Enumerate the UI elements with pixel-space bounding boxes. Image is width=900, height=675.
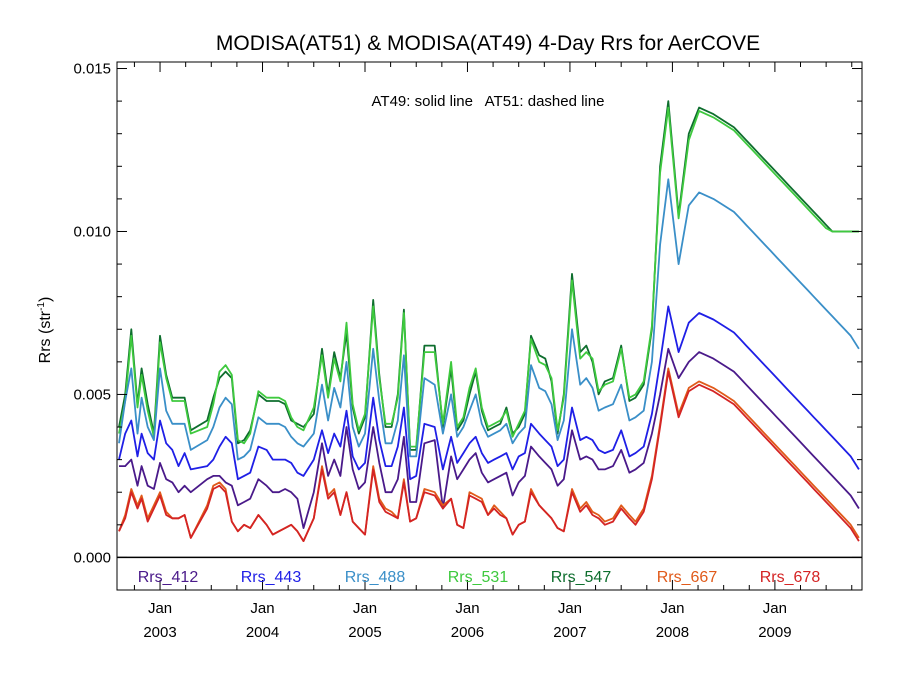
- y-axis-label-text: Rrs (str: [37, 310, 54, 363]
- series-layer: [118, 100, 860, 542]
- legend-label-rrs-678: Rrs_678: [760, 569, 821, 586]
- x-tick-month-label: Jan: [763, 600, 787, 617]
- x-tick-month-label: Jan: [353, 600, 377, 617]
- y-tick-label: 0.005: [73, 386, 111, 403]
- y-axis-label-end: ): [37, 297, 54, 302]
- x-tick-month-label: Jan: [558, 600, 582, 617]
- y-tick-label: 0.015: [73, 61, 111, 78]
- plot-area: [116, 61, 863, 591]
- line-style-annotation: AT49: solid line AT51: dashed line: [372, 93, 605, 110]
- legend-label-rrs-667: Rrs_667: [657, 569, 718, 586]
- x-tick-year-label: 2008: [656, 624, 689, 641]
- x-tick-month-label: Jan: [660, 600, 684, 617]
- legend: Rrs_412 Rrs_443 Rrs_488 Rrs_531 Rrs_547 Rrs_6…: [138, 569, 821, 586]
- y-axis-label: Rrs (str-1): [36, 297, 54, 364]
- legend-label-rrs-412: Rrs_412: [138, 569, 199, 586]
- y-tick-label: 0.010: [73, 223, 111, 240]
- x-tick-year-label: 2007: [553, 624, 586, 641]
- x-tick-month-label: Jan: [148, 600, 172, 617]
- x-tick-year-label: 2005: [348, 624, 381, 641]
- plot-frame: [116, 61, 863, 591]
- series-line-rrs-547: [118, 100, 859, 451]
- y-axis-label-superscript: -1: [36, 302, 47, 311]
- x-tick-month-label: Jan: [455, 600, 479, 617]
- series-line-rrs-443: [118, 305, 860, 481]
- axes-layer: 0.000 0.005 0.010 0.015 Jan 2003 Jan 2004 Jan 200…: [73, 61, 862, 641]
- legend-label-rrs-547: Rrs_547: [551, 569, 612, 586]
- series-line-rrs-412: [119, 347, 860, 529]
- x-tick-year-label: 2009: [758, 624, 791, 641]
- x-tick-year-label: 2006: [451, 624, 484, 641]
- x-tick-year-label: 2004: [246, 624, 279, 641]
- legend-label-rrs-443: Rrs_443: [241, 569, 302, 586]
- x-tick-month-label: Jan: [250, 600, 274, 617]
- legend-label-rrs-531: Rrs_531: [448, 569, 509, 586]
- y-tick-label: 0.000: [73, 549, 111, 566]
- series-line-rrs-488: [118, 178, 860, 461]
- series-line-rrs-678: [118, 370, 860, 542]
- x-tick-year-label: 2003: [143, 624, 176, 641]
- series-line-rrs-531: [118, 106, 859, 448]
- chart-title: MODISA(AT51) & MODISA(AT49) 4-Day Rrs fo…: [216, 32, 760, 55]
- legend-label-rrs-488: Rrs_488: [345, 569, 406, 586]
